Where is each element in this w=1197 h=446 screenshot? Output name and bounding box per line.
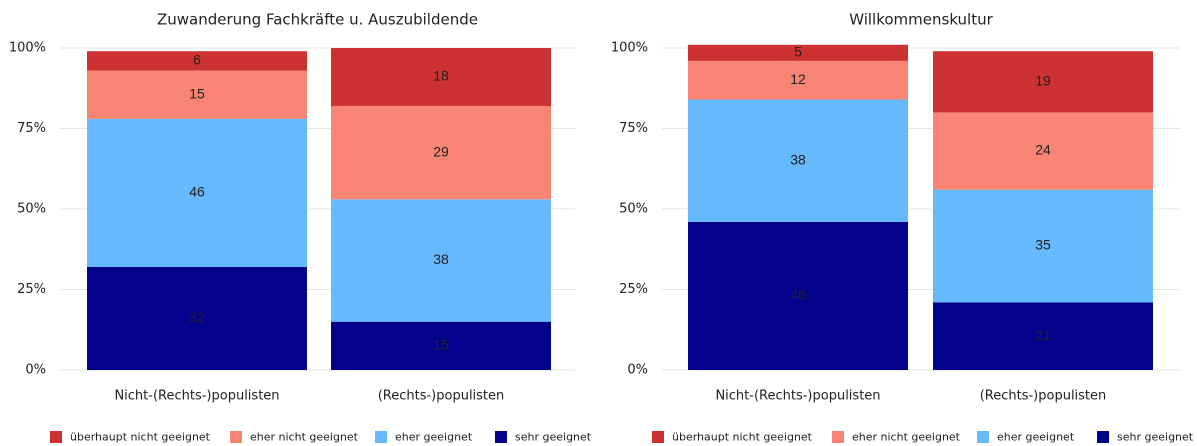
bar-segment xyxy=(331,321,551,370)
legend-label: überhaupt nicht geeignet xyxy=(70,431,211,444)
bar-segment xyxy=(688,44,908,61)
data-label: 46 xyxy=(189,184,205,200)
bar-segment xyxy=(933,112,1153,190)
legend-label: sehr geeignet xyxy=(515,431,592,444)
y-tick-label: 75% xyxy=(17,121,46,136)
data-label: 15 xyxy=(189,85,205,101)
data-label: 5 xyxy=(794,44,802,60)
legend-swatch xyxy=(832,431,844,443)
data-label: 29 xyxy=(433,143,449,159)
data-label: 32 xyxy=(189,309,205,325)
bar-segment xyxy=(933,302,1153,370)
legend-swatch xyxy=(495,431,507,443)
data-label: 38 xyxy=(433,251,449,267)
data-label: 38 xyxy=(790,151,806,167)
legend-label: eher nicht geeignet xyxy=(250,431,359,444)
y-tick-label: 75% xyxy=(619,121,648,136)
y-tick-label: 25% xyxy=(17,282,46,297)
bar-segment xyxy=(933,51,1153,113)
data-label: 24 xyxy=(1035,142,1051,158)
data-label: 21 xyxy=(1035,327,1051,343)
legend-label: sehr geeignet xyxy=(1117,431,1194,444)
bar-segment xyxy=(688,99,908,222)
x-tick-label: Nicht-(Rechts-)populisten xyxy=(715,389,880,404)
legend-label: überhaupt nicht geeignet xyxy=(672,431,813,444)
bar-segment xyxy=(688,60,908,100)
chart-title: Willkommenskultur xyxy=(849,11,993,29)
bar-segment xyxy=(331,48,551,106)
data-label: 35 xyxy=(1035,237,1051,253)
data-label: 46 xyxy=(790,287,806,303)
bar-segment xyxy=(331,105,551,200)
legend-swatch xyxy=(652,431,664,443)
y-tick-label: 50% xyxy=(619,202,648,217)
x-tick-label: (Rechts-)populisten xyxy=(980,389,1107,404)
y-tick-label: 50% xyxy=(17,202,46,217)
x-tick-label: (Rechts-)populisten xyxy=(378,389,505,404)
bar-segment xyxy=(87,70,307,119)
legend-swatch xyxy=(977,431,989,443)
chart-title: Zuwanderung Fachkräfte u. Auszubildende xyxy=(157,11,478,29)
y-tick-label: 100% xyxy=(9,41,46,56)
data-label: 15 xyxy=(433,337,449,353)
legend-swatch xyxy=(375,431,387,443)
y-tick-label: 0% xyxy=(627,363,648,378)
y-tick-label: 100% xyxy=(611,41,648,56)
data-label: 12 xyxy=(790,71,806,87)
legend-swatch xyxy=(50,431,62,443)
x-tick-label: Nicht-(Rechts-)populisten xyxy=(114,389,279,404)
bar-segment xyxy=(688,221,908,370)
data-label: 19 xyxy=(1035,73,1051,89)
bar-segment xyxy=(933,189,1153,303)
bar-segment xyxy=(87,51,307,71)
y-tick-label: 0% xyxy=(25,363,46,378)
legend-swatch xyxy=(230,431,242,443)
legend-swatch xyxy=(1097,431,1109,443)
legend-label: eher geeignet xyxy=(395,431,473,444)
bar-segment xyxy=(331,199,551,322)
bar-segment xyxy=(87,266,307,370)
bar-segment xyxy=(87,118,307,267)
data-label: 6 xyxy=(193,52,201,68)
legend-label: eher geeignet xyxy=(997,431,1075,444)
y-tick-label: 25% xyxy=(619,282,648,297)
legend-label: eher nicht geeignet xyxy=(852,431,961,444)
data-label: 18 xyxy=(433,68,449,84)
